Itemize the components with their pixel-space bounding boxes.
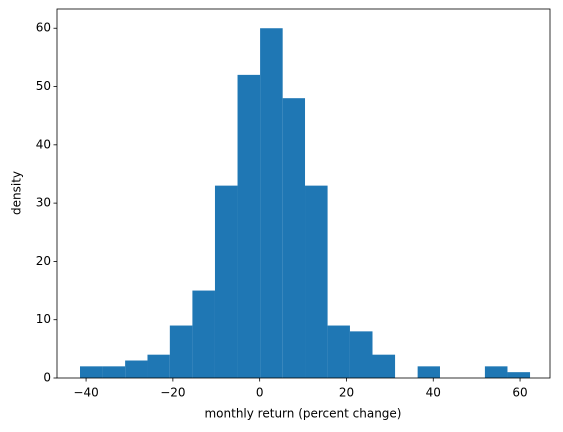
bar bbox=[417, 366, 440, 378]
bar bbox=[282, 98, 306, 378]
y-axis-label: density bbox=[10, 171, 24, 215]
y-tick-label: 40 bbox=[36, 137, 51, 151]
bar bbox=[237, 74, 261, 378]
x-tick-label: 0 bbox=[256, 386, 264, 400]
bar bbox=[327, 325, 350, 378]
x-tick-label: 40 bbox=[426, 386, 441, 400]
bar bbox=[372, 354, 396, 378]
plot-frame bbox=[56, 8, 551, 379]
bar bbox=[169, 325, 193, 378]
bar bbox=[484, 366, 508, 378]
y-tick-label: 30 bbox=[36, 196, 51, 210]
y-tick-label: 20 bbox=[36, 254, 51, 268]
x-tick-label: −40 bbox=[73, 386, 98, 400]
bar bbox=[507, 372, 531, 378]
bar bbox=[102, 366, 126, 378]
x-axis-label: monthly return (percent change) bbox=[204, 407, 401, 421]
y-tick-label: 60 bbox=[36, 21, 51, 35]
x-tick-label: −20 bbox=[160, 386, 185, 400]
bar bbox=[260, 28, 283, 378]
y-tick-label: 10 bbox=[36, 312, 51, 326]
bar bbox=[147, 354, 170, 378]
x-tick-label: 20 bbox=[339, 386, 354, 400]
y-tick-label: 0 bbox=[43, 371, 51, 385]
bar bbox=[192, 290, 215, 378]
bar bbox=[349, 331, 373, 378]
x-tick-label: 60 bbox=[512, 386, 527, 400]
bar bbox=[80, 366, 103, 378]
y-tick-label: 50 bbox=[36, 79, 51, 93]
bar bbox=[125, 360, 148, 378]
bar bbox=[214, 185, 238, 378]
bar bbox=[305, 185, 328, 378]
